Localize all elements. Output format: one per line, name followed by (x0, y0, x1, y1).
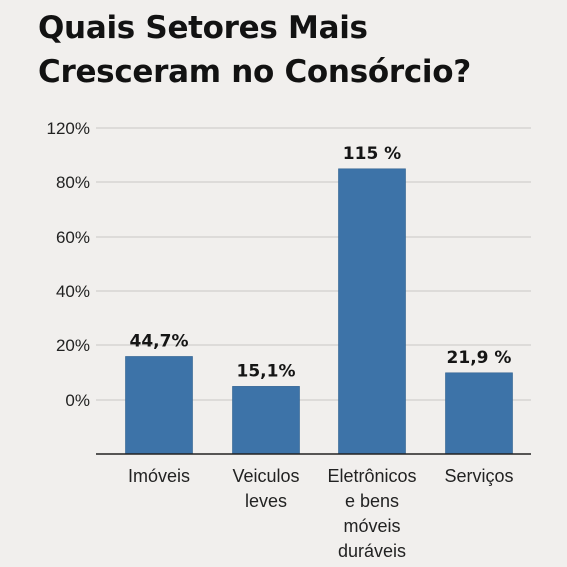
x-tick-label: Eletrônicos (327, 466, 416, 486)
x-tick-label: e bens (345, 491, 399, 511)
x-tick-label: móveis (343, 516, 400, 536)
y-tick-label: 40% (56, 282, 90, 301)
data-label: 15,1% (237, 361, 296, 381)
y-axis-tick-labels: 0% 20% 40% 60% 80% 120% (47, 119, 90, 410)
y-tick-label: 60% (56, 228, 90, 247)
bar (232, 386, 300, 455)
chart-title: Quais Setores Mais Cresceram no Consórci… (38, 10, 471, 90)
x-tick-label: Veiculos (232, 466, 299, 486)
x-tick-label: leves (245, 491, 287, 511)
data-label: 21,9 % (447, 348, 512, 368)
data-label: 115 % (343, 144, 401, 164)
data-label: 44,7% (130, 331, 189, 351)
bars (125, 168, 513, 455)
y-tick-label: 20% (56, 336, 90, 355)
bar (125, 356, 193, 455)
y-tick-label: 80% (56, 173, 90, 192)
bar (445, 372, 513, 455)
x-tick-label: duráveis (338, 541, 406, 561)
data-labels: 44,7% 15,1% 115 % 21,9 % (130, 144, 512, 382)
y-tick-label: 0% (65, 391, 90, 410)
bar (338, 168, 406, 455)
y-tick-label: 120% (47, 119, 90, 138)
x-tick-label: Imóveis (128, 466, 190, 486)
x-tick-label: Serviços (444, 466, 513, 486)
x-axis-tick-labels: Imóveis Veiculos leves Eletrônicos e bens móv… (128, 466, 514, 561)
